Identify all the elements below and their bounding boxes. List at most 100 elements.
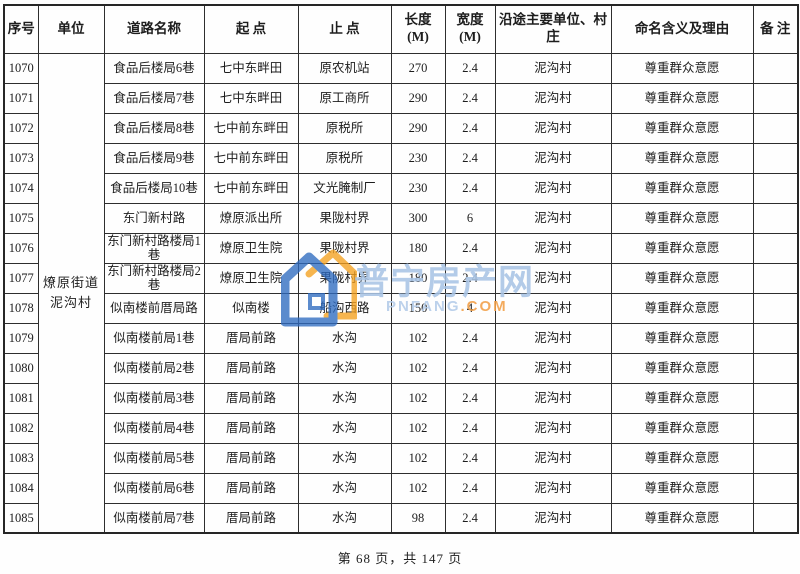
cell-road: 似南楼前局3巷: [103, 382, 205, 414]
column-header-label: 道路名称: [127, 20, 181, 36]
cell-note: [752, 352, 799, 384]
cell-reason: 尊重群众意愿: [610, 142, 754, 174]
cell-length: 300: [390, 202, 446, 234]
table-row: 1077 东门新村路楼局2巷 燎原卫生院 果陇村界 180 2.4 泥沟村 尊重群众意愿: [3, 262, 799, 294]
column-header-label: 序号: [7, 20, 35, 36]
table-row: 1076 东门新村路楼局1巷 燎原卫生院 果陇村界 180 2.4 泥沟村 尊重群众意愿: [3, 232, 799, 264]
cell-length: 150: [390, 292, 446, 324]
cell-start: 厝局前路: [203, 412, 299, 444]
column-header-width: 宽度 (M): [444, 4, 496, 54]
cell-road: 食品后楼局7巷: [103, 82, 205, 114]
cell-width: 2.4: [444, 352, 496, 384]
cell-start: 厝局前路: [203, 502, 299, 534]
cell-length: 230: [390, 172, 446, 204]
column-header-label: 沿途主要单位、村庄: [499, 12, 607, 45]
column-header-label: 长度: [404, 12, 432, 28]
cell-reason: 尊重群众意愿: [610, 442, 754, 474]
cell-no: 1081: [3, 382, 39, 414]
cell-note: [752, 472, 799, 504]
cell-note: [752, 52, 799, 84]
column-header-label: 备 注: [760, 20, 791, 36]
table-row: 1080 似南楼前局2巷 厝局前路 水沟 102 2.4 泥沟村 尊重群众意愿: [3, 352, 799, 384]
cell-reason: 尊重群众意愿: [610, 472, 754, 504]
cell-start: 似南楼: [203, 292, 299, 324]
column-header-end: 止 点: [297, 4, 392, 54]
cell-start: 厝局前路: [203, 322, 299, 354]
cell-start: 燎原卫生院: [203, 262, 299, 294]
cell-road: 似南楼前局1巷: [103, 322, 205, 354]
cell-note: [752, 322, 799, 354]
cell-no: 1074: [3, 172, 39, 204]
cell-end: 原税所: [297, 112, 392, 144]
column-header-along: 沿途主要单位、村庄: [494, 4, 612, 54]
table-row: 1084 似南楼前局6巷 厝局前路 水沟 102 2.4 泥沟村 尊重群众意愿: [3, 472, 799, 504]
cell-end: 原税所: [297, 142, 392, 174]
cell-end: 果陇村界: [297, 262, 392, 294]
cell-note: [752, 112, 799, 144]
column-header-label: 命名含义及理由: [634, 20, 730, 36]
cell-road: 东门新村路: [103, 202, 205, 234]
column-header-sublabel: (M): [459, 29, 481, 45]
cell-road: 食品后楼局8巷: [103, 112, 205, 144]
cell-start: 厝局前路: [203, 442, 299, 474]
cell-along: 泥沟村: [494, 82, 612, 114]
table-row: 1075 东门新村路 燎原派出所 果陇村界 300 6 泥沟村 尊重群众意愿: [3, 202, 799, 234]
cell-note: [752, 292, 799, 324]
table-row: 1073 食品后楼局9巷 七中前东畔田 原税所 230 2.4 泥沟村 尊重群众意愿: [3, 142, 799, 174]
cell-end: 果陇村界: [297, 202, 392, 234]
cell-no: 1084: [3, 472, 39, 504]
cell-along: 泥沟村: [494, 472, 612, 504]
cell-width: 2.4: [444, 172, 496, 204]
cell-start: 厝局前路: [203, 472, 299, 504]
cell-end: 水沟: [297, 412, 392, 444]
cell-note: [752, 82, 799, 114]
cell-start: 七中前东畔田: [203, 172, 299, 204]
cell-reason: 尊重群众意愿: [610, 262, 754, 294]
cell-reason: 尊重群众意愿: [610, 322, 754, 354]
cell-reason: 尊重群众意愿: [610, 352, 754, 384]
column-header-road: 道路名称: [103, 4, 205, 54]
column-header-start: 起 点: [203, 4, 299, 54]
cell-along: 泥沟村: [494, 262, 612, 294]
column-header-label: 止 点: [329, 20, 360, 36]
cell-width: 4: [444, 292, 496, 324]
cell-length: 102: [390, 322, 446, 354]
cell-along: 泥沟村: [494, 382, 612, 414]
cell-length: 98: [390, 502, 446, 534]
column-header-reason: 命名含义及理由: [610, 4, 754, 54]
cell-road: 东门新村路楼局1巷: [103, 232, 205, 264]
table-row: 1079 似南楼前局1巷 厝局前路 水沟 102 2.4 泥沟村 尊重群众意愿: [3, 322, 799, 354]
cell-no: 1070: [3, 52, 39, 84]
cell-note: [752, 382, 799, 414]
cell-reason: 尊重群众意愿: [610, 82, 754, 114]
road-naming-table: 序号 单位 道路名称起 点止 点长度 (M) 宽度 (M) 沿途主要单位、村庄 命名含义及理由…: [3, 4, 799, 534]
cell-length: 180: [390, 232, 446, 264]
cell-reason: 尊重群众意愿: [610, 382, 754, 414]
cell-note: [752, 232, 799, 264]
column-header-label: 起 点: [235, 20, 267, 36]
cell-road: 似南楼前局5巷: [103, 442, 205, 474]
cell-road: 似南楼前局6巷: [103, 472, 205, 504]
table-body: 1070 燎原街道泥沟村 食品后楼局6巷 七中东畔田 原农机站 270 2.4 泥沟村 尊重群众…: [3, 52, 799, 534]
cell-end: 水沟: [297, 502, 392, 534]
cell-no: 1072: [3, 112, 39, 144]
cell-end: 水沟: [297, 352, 392, 384]
cell-end: 水沟: [297, 472, 392, 504]
cell-along: 泥沟村: [494, 322, 612, 354]
table-row: 1082 似南楼前局4巷 厝局前路 水沟 102 2.4 泥沟村 尊重群众意愿: [3, 412, 799, 444]
cell-width: 2.4: [444, 52, 496, 84]
table-row: 1085 似南楼前局7巷 厝局前路 水沟 98 2.4 泥沟村 尊重群众意愿: [3, 502, 799, 534]
cell-no: 1085: [3, 502, 39, 534]
table-header-row: 序号 单位 道路名称起 点止 点长度 (M) 宽度 (M) 沿途主要单位、村庄 命名含义及理由…: [3, 4, 799, 54]
cell-along: 泥沟村: [494, 352, 612, 384]
cell-reason: 尊重群众意愿: [610, 172, 754, 204]
column-header-length: 长度 (M): [390, 4, 446, 54]
cell-start: 七中前东畔田: [203, 112, 299, 144]
cell-start: 燎原卫生院: [203, 232, 299, 264]
cell-unit-merged: 燎原街道泥沟村: [37, 52, 105, 534]
cell-length: 102: [390, 352, 446, 384]
cell-along: 泥沟村: [494, 292, 612, 324]
cell-end: 原农机站: [297, 52, 392, 84]
cell-start: 厝局前路: [203, 352, 299, 384]
column-header-sublabel: (M): [407, 29, 429, 45]
